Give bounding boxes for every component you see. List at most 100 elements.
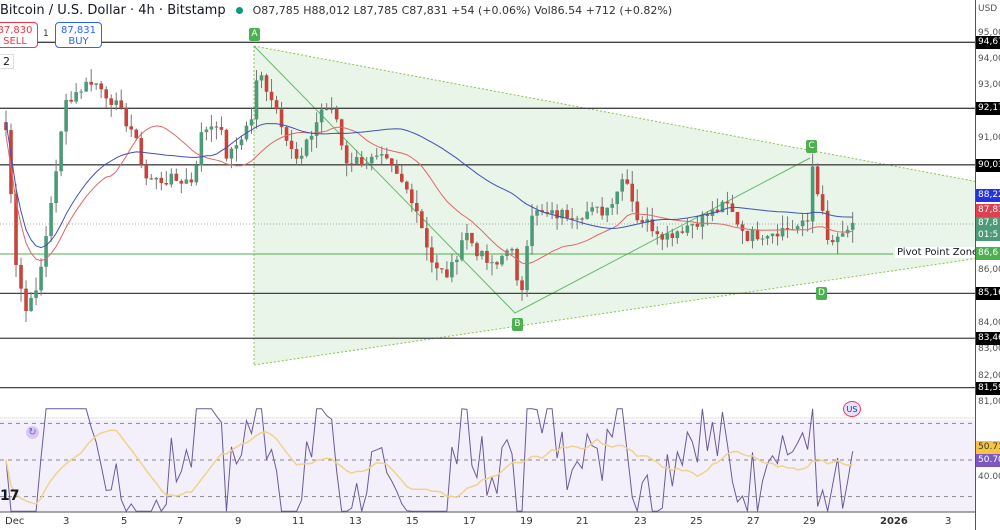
candle	[209, 126, 214, 130]
pattern-point-d: D	[816, 287, 827, 300]
candle	[54, 171, 58, 203]
candle	[840, 233, 845, 237]
ma-slow-line	[5, 122, 853, 249]
candle	[164, 183, 169, 185]
candle	[825, 210, 830, 241]
candle	[720, 201, 725, 213]
candle	[550, 210, 554, 214]
price-tick: 94,000	[978, 54, 1000, 64]
candle	[560, 209, 564, 219]
tradingview-logo: 17	[0, 488, 20, 504]
candle	[374, 155, 379, 157]
indicator-legend[interactable]: 2	[0, 54, 14, 69]
candle	[605, 207, 609, 216]
ma-fast-line	[5, 125, 853, 265]
candle	[169, 173, 174, 185]
price-chart[interactable]	[0, 0, 975, 530]
candle	[249, 119, 254, 126]
candle	[510, 248, 514, 251]
market-open-dot-icon	[235, 6, 243, 14]
candle	[294, 149, 299, 159]
candle	[485, 251, 489, 263]
time-tick: 3	[945, 516, 952, 527]
candle	[545, 212, 549, 214]
time-tick: 19	[520, 516, 533, 527]
candle	[214, 126, 219, 128]
symbol-header: Bitcoin / U.S. Dollar · 4h · Bitstamp O8…	[0, 0, 975, 20]
candle	[620, 179, 625, 192]
candle	[254, 80, 259, 120]
pattern-point-b: B	[512, 318, 523, 331]
candle	[314, 122, 319, 136]
candle	[425, 228, 429, 248]
candle	[725, 201, 730, 204]
candle	[530, 215, 534, 247]
candle	[154, 177, 159, 180]
triangle-upper	[253, 45, 975, 182]
sell-button[interactable]: 87,830 SELL	[0, 22, 38, 48]
price-tick: 93,000	[978, 80, 1000, 91]
rsi-tick: 40.00	[978, 472, 1000, 483]
candle	[645, 219, 650, 223]
candle	[299, 155, 304, 159]
candle	[39, 266, 43, 291]
candle	[359, 157, 364, 166]
candle	[189, 179, 194, 183]
candle	[450, 262, 454, 278]
buy-label: BUY	[68, 36, 89, 47]
candle	[139, 138, 144, 165]
us-flag-event-icon[interactable]: US	[843, 401, 861, 417]
candle	[615, 191, 620, 205]
candle	[279, 109, 284, 128]
candle	[440, 268, 444, 270]
level-price-label: 90,03	[976, 158, 1000, 172]
candle	[520, 280, 524, 291]
candle	[515, 248, 519, 281]
candle	[580, 218, 584, 220]
symbol-title[interactable]: Bitcoin / U.S. Dollar · 4h · Bitstamp	[0, 2, 226, 18]
candle	[384, 154, 389, 159]
rsi-ma-badge: 50.71	[976, 441, 1000, 454]
candle	[655, 231, 660, 235]
candle	[269, 91, 274, 101]
rsi-badge: 50.70	[976, 454, 1000, 467]
candle	[99, 83, 103, 90]
candle	[149, 178, 154, 180]
candle	[810, 166, 815, 222]
sell-label: SELL	[3, 36, 27, 47]
time-tick: 11	[292, 516, 305, 527]
triangle-lower	[253, 258, 975, 366]
candle	[480, 251, 484, 257]
buy-button[interactable]: 87,831 BUY	[55, 22, 102, 48]
time-tick: 25	[690, 516, 703, 527]
candle	[405, 181, 409, 190]
candle	[715, 209, 720, 213]
candle	[570, 218, 574, 220]
candle	[590, 207, 594, 212]
candle	[79, 91, 83, 93]
time-tick: 15	[406, 516, 419, 527]
candle	[349, 163, 354, 165]
candle	[159, 177, 164, 184]
candle	[114, 100, 119, 105]
candle	[435, 262, 439, 269]
candle	[29, 297, 33, 311]
candle	[64, 99, 68, 132]
candle	[525, 246, 529, 291]
price-badge: 86,6	[976, 247, 1000, 260]
candle	[389, 158, 394, 166]
candle	[805, 220, 810, 222]
candle	[595, 206, 599, 208]
candle	[89, 81, 93, 85]
candle	[309, 135, 314, 140]
candle	[755, 229, 760, 240]
candle	[184, 179, 189, 184]
candle	[555, 210, 559, 219]
pattern-point-c: C	[806, 140, 817, 153]
buy-price: 87,831	[61, 25, 96, 36]
refresh-icon[interactable]: ↻	[26, 426, 39, 439]
price-axis[interactable]: USD 95,000 94,000 93,000 91,000 86,000 84,000…	[975, 0, 1000, 530]
candle	[339, 119, 344, 146]
candle	[585, 211, 589, 219]
candle	[119, 100, 124, 108]
